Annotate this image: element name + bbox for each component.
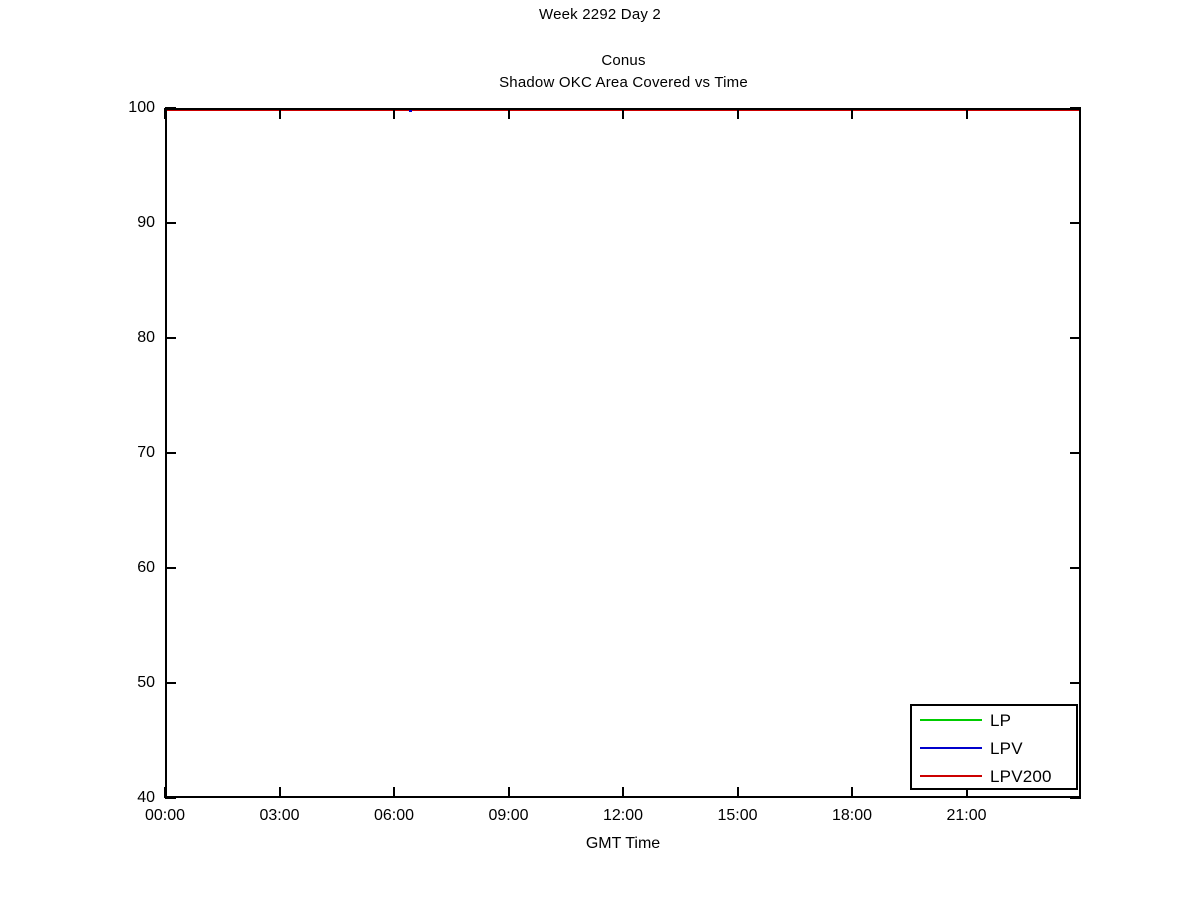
chart-title-line-2: Shadow OKC Area Covered vs Time bbox=[499, 74, 748, 91]
x-axis-title: GMT Time bbox=[585, 835, 661, 852]
x-tick-label: 09:00 bbox=[488, 807, 529, 824]
chart-title: Conus Shadow OKC Area Covered vs Time bbox=[165, 50, 1082, 94]
legend-item: LPV200 bbox=[912, 762, 1076, 790]
legend-item: LP bbox=[912, 706, 1076, 734]
y-tick-label: 90 bbox=[137, 214, 155, 231]
plot-area bbox=[165, 108, 1081, 798]
y-tick-label: 40 bbox=[137, 789, 155, 806]
x-tick-label: 18:00 bbox=[831, 807, 873, 824]
super-title: Week 2292 Day 2 bbox=[539, 6, 661, 23]
plot-canvas bbox=[167, 110, 1079, 796]
legend-item-label: LPV200 bbox=[990, 766, 1052, 786]
legend-swatch-icon bbox=[920, 719, 982, 721]
series-line-lpv-visible-segment bbox=[408, 110, 412, 112]
x-tick-label: 21:00 bbox=[946, 807, 987, 824]
x-tick-label: 03:00 bbox=[259, 807, 300, 824]
y-tick-label: 60 bbox=[137, 559, 155, 576]
legend-item-label: LP bbox=[990, 710, 1012, 730]
x-tick-label: 00:00 bbox=[144, 807, 186, 824]
y-tick-label: 70 bbox=[137, 444, 155, 461]
legend-swatch-icon bbox=[920, 747, 982, 749]
y-tick-label: 80 bbox=[137, 329, 155, 346]
y-tick-label: 100 bbox=[128, 99, 155, 116]
chart-title-line-1: Conus bbox=[601, 52, 646, 69]
y-tick-label: 50 bbox=[137, 674, 155, 691]
legend-item-label: LPV bbox=[990, 738, 1023, 758]
legend-swatch-icon bbox=[920, 775, 982, 777]
x-tick-label: 15:00 bbox=[717, 807, 758, 824]
series-line-lpv200 bbox=[167, 110, 1079, 111]
legend: LP LPV LPV200 bbox=[910, 704, 1078, 790]
legend-item: LPV bbox=[912, 734, 1076, 762]
x-tick-label: 06:00 bbox=[373, 807, 415, 824]
x-tick-label: 12:00 bbox=[602, 807, 644, 824]
